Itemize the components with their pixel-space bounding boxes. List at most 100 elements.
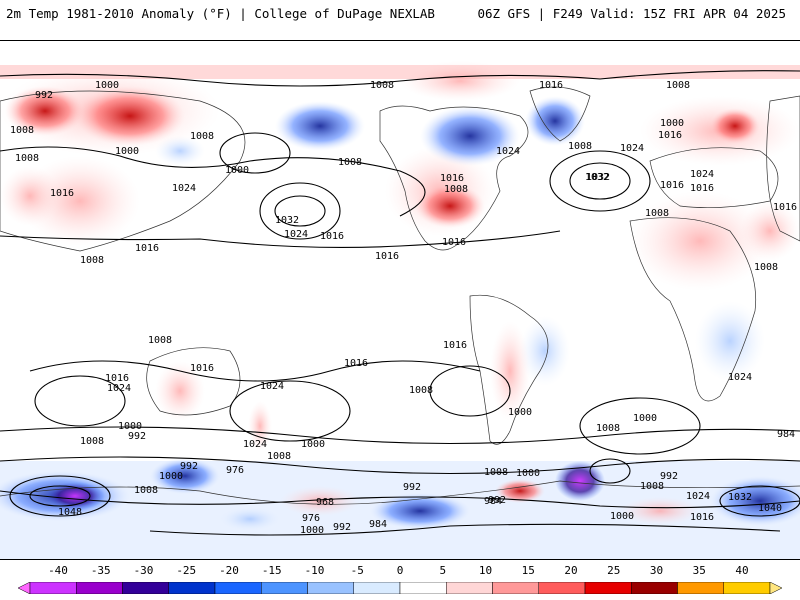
color-scale-swatch (677, 582, 724, 594)
model-run-info: 06Z GFS | F249 Valid: 15Z FRI APR 04 202… (477, 6, 786, 21)
isobar-label: 1008 (338, 157, 362, 168)
color-scale-swatch (631, 582, 678, 594)
isobar-label: 1008 (80, 436, 104, 447)
isobar-label: 1024 (172, 183, 196, 194)
isobar-label: 1008 (596, 423, 620, 434)
isobar-label: 1008 (409, 385, 433, 396)
color-scale-tick-label: -40 (48, 564, 68, 577)
isobar-label: 1016 (105, 373, 129, 384)
color-scale-tick-label: 10 (478, 564, 493, 577)
isobar-label: 1016 (690, 512, 714, 523)
isobar-label: 1024 (496, 146, 520, 157)
color-scale-tick-label: -25 (176, 564, 197, 577)
color-scale-tick-label: -35 (90, 564, 111, 577)
color-scale-swatch (446, 582, 493, 594)
isobar-label: 976 (226, 465, 244, 476)
isobar-label: 1008 (190, 131, 214, 142)
color-scale-swatch (168, 582, 216, 594)
color-scale-tick-label: 25 (607, 564, 621, 577)
color-scale-tick-label: 5 (439, 564, 447, 577)
color-scale-swatch (214, 582, 262, 594)
isobar-label: 992 (660, 471, 678, 482)
color-scale-tick-label: 20 (564, 564, 578, 577)
color-scale-tick-label: -20 (219, 564, 239, 577)
isobar-label: 1008 (568, 141, 592, 152)
isobar-label: 992 (403, 482, 421, 493)
isobar-label: 1032 (275, 215, 299, 226)
header: 2m Temp 1981-2010 Anomaly (°F) | College… (0, 0, 800, 28)
isobar-label: 1008 (484, 467, 508, 478)
isobar-label: 984 (484, 496, 502, 507)
isobar-label: 1024 (728, 372, 752, 383)
isobar-label: 992 (488, 495, 506, 506)
color-scale-swatch (723, 582, 771, 594)
isobar-label: 1024 (690, 169, 714, 180)
isobar-label: 1016 (660, 180, 684, 191)
map-title: 2m Temp 1981-2010 Anomaly (°F) | College… (6, 6, 435, 21)
isobar-label: 1000 (633, 413, 657, 424)
isobar-label: 1024 (284, 229, 308, 240)
isobar-label: 1032 (585, 172, 609, 183)
isobar-label: 1000 (95, 80, 119, 91)
isobar-label: 984 (369, 519, 387, 530)
isobar-label: 1016 (658, 130, 682, 141)
isobar-label: 1000 (225, 165, 249, 176)
color-scale-swatch (122, 582, 169, 594)
isobar-label: 1000 (118, 421, 142, 432)
isobar-label: 1000 (300, 525, 324, 536)
isobar-label: 1016 (440, 173, 464, 184)
isobar-label: 1008 (134, 485, 158, 496)
color-scale-tick-label: 0 (396, 564, 404, 577)
isobar-label: 1000 (301, 439, 325, 450)
color-scale-tick-label: 40 (735, 564, 749, 577)
isobar-label: 1000 (516, 468, 540, 479)
isobar-labels: 1000 992 1008 1008 1016 1000 1008 1024 1… (10, 80, 797, 536)
isobar-label: 1008 (754, 262, 778, 273)
color-scale-tick-label: 15 (521, 564, 535, 577)
map-canvas: 1000 992 1008 1008 1016 1000 1008 1024 1… (0, 61, 800, 559)
isobar-label: 1000 (660, 118, 684, 129)
color-scale-swatch (29, 582, 77, 594)
isobar-label: 1008 (10, 125, 34, 136)
isobar-label: 1016 (344, 358, 368, 369)
color-scale-swatch (538, 582, 586, 594)
isobar-label: 1016 (375, 251, 399, 262)
isobar-label: 968 (316, 497, 334, 508)
color-scale-legend: -40 -35 -30 -25 -20 -15 -10 -5 0 5 10 15 20 25 30 35 40 (0, 564, 800, 600)
isobar-label: 1016 (539, 80, 563, 91)
color-scale-tick-label: -30 (133, 564, 154, 577)
isobar-label: 1008 (370, 80, 394, 91)
isobar-label: 1000 (115, 146, 139, 157)
color-scale-swatch (353, 582, 401, 594)
isobar-label: 1024 (686, 491, 710, 502)
anomaly-shading (0, 61, 800, 559)
color-scale-max-arrow (769, 582, 782, 594)
isobar-label: 1008 (640, 481, 664, 492)
isobar-label: 1024 (260, 381, 284, 392)
isobar-label: 1008 (148, 335, 172, 346)
isobar-label: 1016 (320, 231, 344, 242)
isobar-label: 1000 (159, 471, 183, 482)
isobar-label: 1016 (773, 202, 797, 213)
isobar-label: 992 (35, 90, 53, 101)
coastlines (0, 86, 800, 505)
color-scale-swatch (261, 582, 308, 594)
color-scale-tick-label: -5 (350, 564, 364, 577)
color-scale-swatch (584, 582, 632, 594)
isobar-label: 1016 (50, 188, 74, 199)
isobar-label: 1008 (444, 184, 468, 195)
isobars (0, 70, 800, 536)
weather-map: 1000 992 1008 1008 1016 1000 1008 1024 1… (0, 40, 800, 560)
color-scale-swatch (307, 582, 354, 594)
isobar-label: 1048 (58, 507, 82, 518)
isobar-label: 1000 (508, 407, 532, 418)
isobar-label: 1016 (690, 183, 714, 194)
isobar-label: 1008 (645, 208, 669, 219)
color-scale-tick-label: -15 (261, 564, 282, 577)
color-scale-tick-label: 30 (649, 564, 664, 577)
color-scale-bar (18, 582, 782, 594)
color-scale-tick-label: 35 (692, 564, 706, 577)
isobar-label: 992 (128, 431, 146, 442)
isobar-label: 1000 (610, 511, 634, 522)
isobar-label: 1024 (243, 439, 267, 450)
